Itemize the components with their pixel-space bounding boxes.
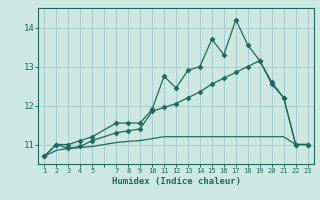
X-axis label: Humidex (Indice chaleur): Humidex (Indice chaleur) <box>111 177 241 186</box>
